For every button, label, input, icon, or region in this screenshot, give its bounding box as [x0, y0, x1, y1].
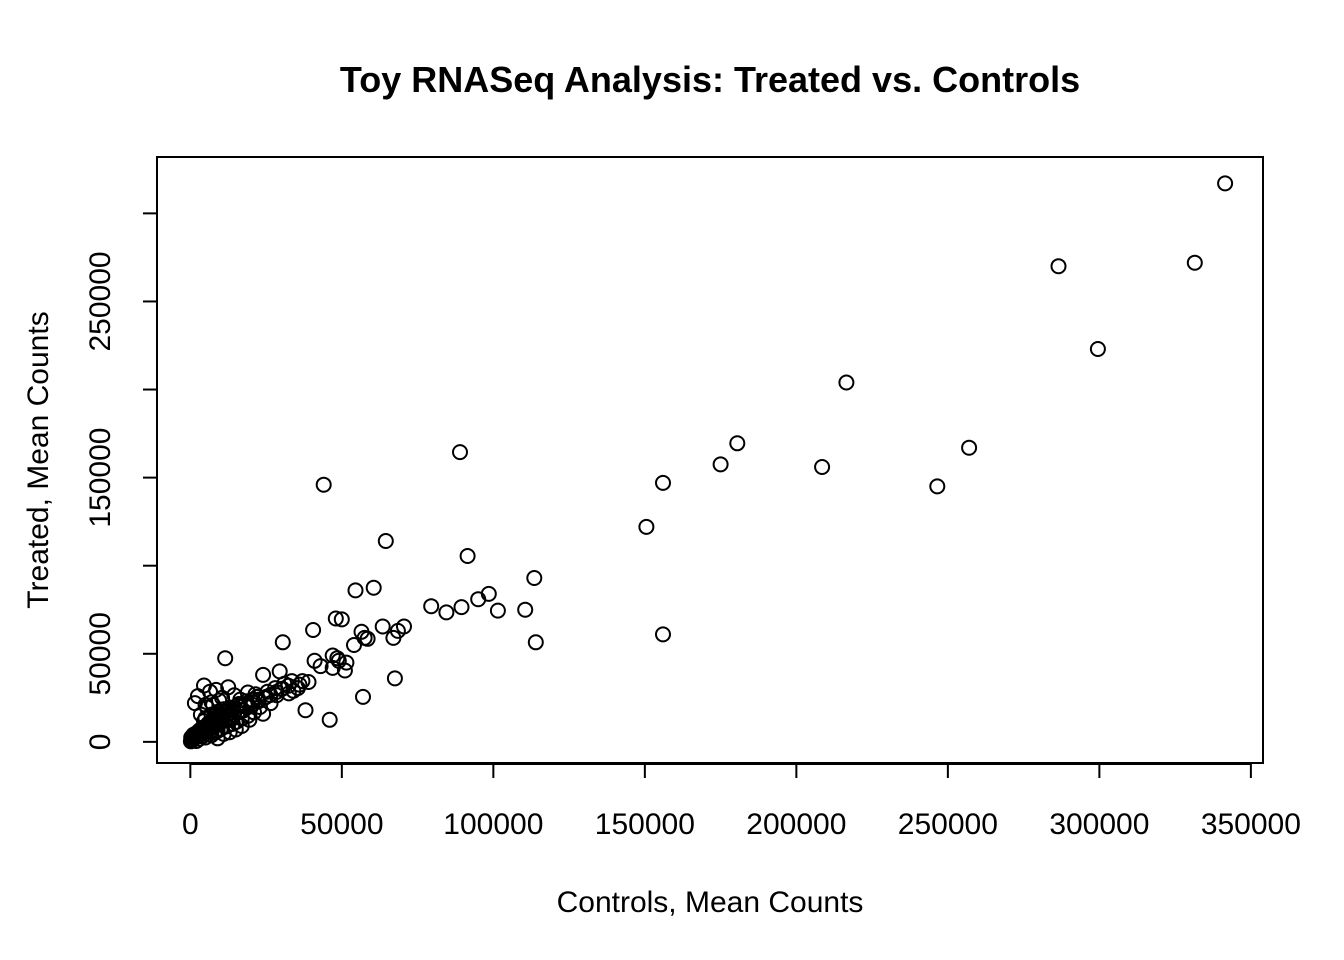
chart-title: Toy RNASeq Analysis: Treated vs. Control…	[340, 59, 1080, 100]
data-point	[274, 634, 291, 651]
data-point	[312, 658, 329, 675]
x-tick-label: 250000	[898, 808, 998, 841]
data-point	[315, 476, 332, 493]
data-point	[347, 582, 364, 599]
x-tick-label: 150000	[595, 808, 695, 841]
data-point	[423, 598, 440, 615]
data-point	[961, 439, 978, 456]
data-point	[333, 611, 350, 628]
data-point	[438, 604, 455, 621]
x-tick-label: 0	[182, 808, 199, 841]
data-point	[527, 634, 544, 651]
data-point	[1186, 254, 1203, 271]
x-tick-label: 100000	[443, 808, 543, 841]
data-point	[1217, 175, 1234, 192]
data-point	[453, 599, 470, 616]
data-point	[291, 676, 308, 693]
data-point	[638, 518, 655, 535]
x-tick-label: 200000	[746, 808, 846, 841]
data-point	[729, 435, 746, 452]
data-point	[374, 618, 391, 635]
data-point	[338, 654, 355, 671]
data-point	[929, 478, 946, 495]
data-point	[655, 474, 671, 491]
data-point	[517, 601, 534, 618]
data-point	[227, 721, 244, 738]
y-tick-label: 0	[84, 734, 117, 751]
x-axis: 0 50000 100000 150000 200000 250000 300000 3500…	[182, 763, 1301, 841]
data-point	[324, 647, 341, 664]
data-point	[385, 629, 402, 646]
x-tick-label: 350000	[1201, 808, 1301, 841]
data-point	[217, 650, 234, 667]
data-point	[838, 374, 855, 391]
data-point	[346, 637, 362, 653]
data-point	[359, 630, 376, 647]
data-point	[336, 662, 353, 679]
data-point	[1050, 258, 1067, 275]
y-axis: 0 50000 150000 250000	[84, 212, 158, 751]
y-tick-label: 50000	[84, 612, 117, 695]
data-point	[327, 610, 344, 627]
data-point	[355, 688, 371, 705]
data-point	[321, 711, 338, 728]
data-point	[280, 677, 297, 694]
data-point	[365, 579, 382, 596]
data-point	[255, 666, 272, 683]
x-tick-label: 300000	[1049, 808, 1149, 841]
data-point	[452, 444, 468, 461]
data-point	[1089, 341, 1106, 357]
data-point	[386, 670, 403, 687]
data-points	[182, 175, 1234, 750]
data-point	[526, 570, 543, 586]
data-point	[459, 548, 476, 564]
data-point	[712, 456, 729, 473]
data-point	[470, 591, 487, 608]
y-tick-label: 150000	[84, 428, 117, 528]
data-point	[377, 533, 394, 549]
data-point	[305, 622, 322, 638]
x-axis-label: Controls, Mean Counts	[557, 886, 864, 919]
x-tick-label: 50000	[300, 808, 383, 841]
data-point	[655, 626, 671, 643]
data-point	[203, 694, 220, 711]
data-point	[324, 659, 341, 676]
y-axis-label: Treated, Mean Counts	[22, 311, 55, 608]
data-point	[489, 602, 506, 619]
y-tick-label: 250000	[84, 251, 117, 351]
data-point	[814, 459, 831, 475]
data-point	[297, 702, 314, 719]
